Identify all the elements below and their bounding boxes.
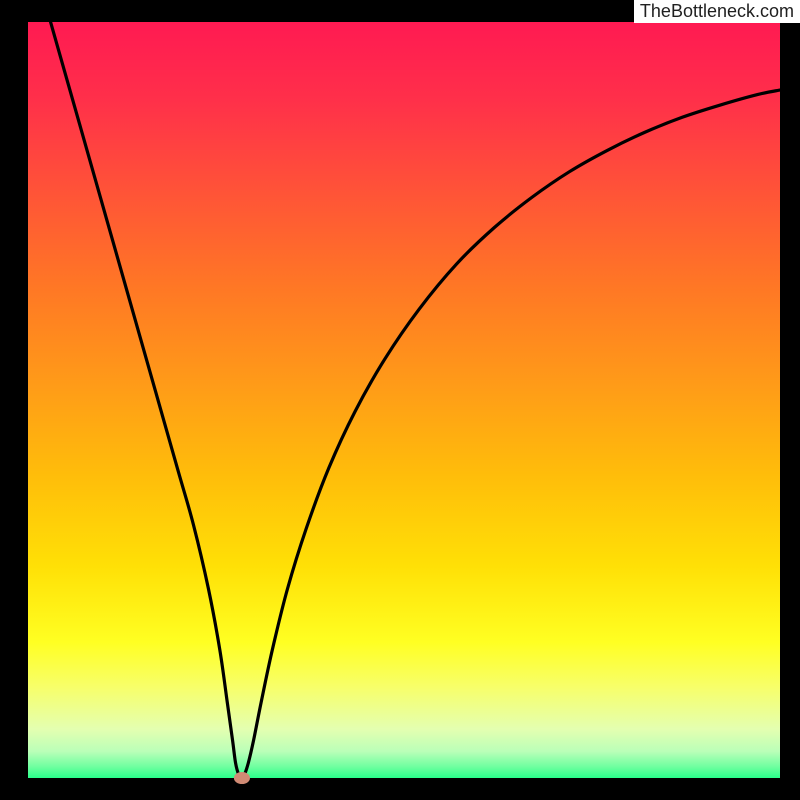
chart-svg <box>28 22 780 778</box>
plot-area <box>28 22 780 778</box>
optimum-marker <box>234 772 250 784</box>
attribution-text: TheBottleneck.com <box>640 1 794 21</box>
bottleneck-curve <box>51 22 780 778</box>
attribution-label: TheBottleneck.com <box>634 0 800 23</box>
